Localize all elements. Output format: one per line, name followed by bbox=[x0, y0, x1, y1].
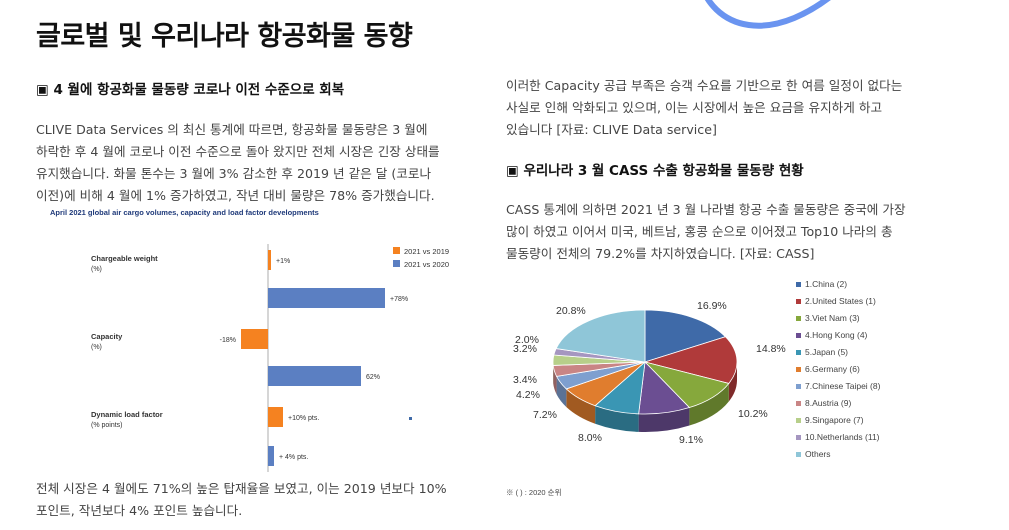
text-line: CLIVE Data Services 의 최신 통계에 따르면, 항공화물 물… bbox=[36, 122, 428, 137]
group-sublabel: (%) bbox=[91, 266, 102, 273]
pie-slice bbox=[643, 336, 738, 384]
pie-slice-side bbox=[728, 362, 737, 402]
group-sublabel: (% points) bbox=[91, 422, 123, 429]
legend-label-2019: 2021 vs 2019 bbox=[404, 247, 449, 256]
pie-legend-item: 2.United States (1) bbox=[796, 296, 876, 306]
legend-label: 8.Austria (9) bbox=[805, 398, 852, 408]
pie-note: ※ ( ) : 2020 순위 bbox=[506, 488, 562, 497]
group-sublabel: (%) bbox=[91, 344, 102, 351]
bar-chargeable-2019 bbox=[268, 250, 271, 270]
legend-swatch bbox=[796, 367, 801, 373]
text-line: 있습니다 [자료: CLIVE Data service] bbox=[506, 122, 717, 137]
pie-legend: 1.China (2) 2.United States (1) 3.Viet Nam… bbox=[796, 279, 946, 469]
legend-swatch bbox=[796, 435, 801, 441]
pie-legend-item: Others bbox=[796, 449, 831, 459]
pie-label-taipei: 4.2% bbox=[516, 389, 540, 401]
legend-swatch bbox=[796, 418, 801, 424]
group-label-load-factor: Dynamic load factor bbox=[91, 410, 163, 419]
pie-label-netherlands: 2.0% bbox=[515, 334, 539, 346]
pie-slice-side bbox=[689, 383, 729, 426]
group-label-chargeable-weight: Chargeable weight bbox=[91, 254, 158, 263]
pie-label-austria: 3.4% bbox=[513, 374, 537, 386]
legend-swatch bbox=[796, 452, 801, 458]
bar-chargeable-2020 bbox=[268, 288, 385, 308]
pie-slice bbox=[555, 309, 646, 363]
pie-slice bbox=[644, 309, 727, 363]
bar-value-label: +10% pts. bbox=[288, 415, 319, 422]
pie-legend-item: 6.Germany (6) bbox=[796, 364, 860, 374]
bar-chart: April 2021 global air cargo volumes, cap… bbox=[50, 208, 449, 472]
legend-swatch-2020 bbox=[393, 260, 400, 267]
right-paragraph-1: 이러한 Capacity 공급 부족은 승객 수요를 기반으로 한 여름 일정이… bbox=[506, 75, 902, 141]
legend-label: Others bbox=[805, 449, 831, 459]
text-line: 많이 하였고 이어서 미국, 베트남, 홍콩 순으로 이어졌고 Top10 나라… bbox=[506, 224, 893, 239]
page-title: 글로벌 및 우리나라 항공화물 동향 bbox=[36, 21, 413, 52]
legend-swatch bbox=[796, 401, 801, 407]
pie-slice-side bbox=[566, 388, 596, 424]
pie-legend-item: 8.Austria (9) bbox=[796, 398, 851, 408]
text-line: 물동량이 전체의 79.2%를 차지하였습니다. [자료: CASS] bbox=[506, 246, 815, 261]
legend-label: 2.United States (1) bbox=[805, 296, 876, 306]
group-label-capacity: Capacity bbox=[91, 332, 123, 341]
bar-capacity-2020 bbox=[268, 366, 361, 386]
legend-label: 4.Hong Kong (4) bbox=[805, 330, 868, 340]
text-line: 사실로 인해 악화되고 있으며, 이는 시장에서 높은 요금을 유지하게 하고 bbox=[506, 100, 883, 115]
pie-legend-item: 10.Netherlands (11) bbox=[796, 432, 880, 442]
legend-label: 5.Japan (5) bbox=[805, 347, 848, 357]
legend-label-2020: 2021 vs 2020 bbox=[404, 260, 449, 269]
pie-legend-item: 4.Hong Kong (4) bbox=[796, 330, 867, 340]
pie-legend-item: 7.Chinese Taipei (8) bbox=[796, 381, 880, 391]
left-paragraph-2: 전체 시장은 4 월에도 71%의 높은 탑재율을 보였고, 이는 2019 년… bbox=[36, 478, 447, 522]
pie-chart bbox=[552, 309, 738, 432]
bar-loadfactor-2019 bbox=[268, 407, 283, 427]
bar-value-label: +1% bbox=[276, 258, 290, 265]
legend-swatch bbox=[796, 333, 801, 339]
pie-slice-side bbox=[556, 376, 567, 407]
legend-swatch bbox=[796, 282, 801, 288]
left-section-heading: ▣ 4 월에 항공화물 물동량 코로나 이전 수준으로 회복 bbox=[36, 82, 345, 98]
legend-label: 1.China (2) bbox=[805, 279, 848, 289]
text-line: CASS 통계에 의하면 2021 년 3 월 나라별 항공 수출 물동량은 중… bbox=[506, 202, 906, 217]
legend-swatch bbox=[796, 384, 801, 390]
left-paragraph-1: CLIVE Data Services 의 최신 통계에 따르면, 항공화물 물… bbox=[36, 119, 440, 207]
text-line: 하락한 후 4 월에 코로나 이전 수준으로 돌아 왔지만 전체 시장은 긴장 … bbox=[36, 144, 440, 159]
text-line: 이전)에 비해 4 월에 1% 증가하였고, 작년 대비 물량은 78% 증가했… bbox=[36, 188, 435, 203]
legend-label: 6.Germany (6) bbox=[805, 364, 860, 374]
text-line: 이러한 Capacity 공급 부족은 승객 수요를 기반으로 한 여름 일정이… bbox=[506, 78, 903, 93]
pie-slice-side bbox=[595, 405, 639, 432]
bar-value-label: + 4% pts. bbox=[279, 454, 308, 461]
stray-dot bbox=[409, 417, 412, 420]
pie-slice-side bbox=[638, 407, 690, 432]
legend-label: 7.Chinese Taipei (8) bbox=[805, 381, 881, 391]
bar-value-label: 62% bbox=[366, 374, 380, 381]
bar-capacity-2019 bbox=[241, 329, 268, 349]
decorative-curve bbox=[705, 0, 831, 29]
bar-value-label: +78% bbox=[390, 296, 408, 303]
legend-label: 9.Singapore (7) bbox=[805, 415, 864, 425]
bar-value-label: -18% bbox=[220, 337, 236, 344]
legend-swatch bbox=[796, 316, 801, 322]
text-line: 유지했습니다. 화물 톤수는 3 월에 3% 감소한 후 2019 년 같은 달… bbox=[36, 166, 432, 181]
bar-loadfactor-2020 bbox=[268, 446, 274, 466]
pie-label-us: 14.8% bbox=[756, 343, 786, 355]
pie-legend-item: 5.Japan (5) bbox=[796, 347, 848, 357]
legend-swatch-2019 bbox=[393, 247, 400, 254]
bar-chart-title: April 2021 global air cargo volumes, cap… bbox=[50, 208, 319, 217]
legend-label: 3.Viet Nam (3) bbox=[805, 313, 860, 323]
legend-swatch bbox=[796, 299, 801, 305]
text-line: 전체 시장은 4 월에도 71%의 높은 탑재율을 보였고, 이는 2019 년… bbox=[36, 481, 447, 496]
pie-label-singapore: 3.2% bbox=[513, 343, 537, 355]
pie-legend-item: 9.Singapore (7) bbox=[796, 415, 864, 425]
legend-swatch bbox=[796, 350, 801, 356]
pie-legend-item: 1.China (2) bbox=[796, 279, 847, 289]
pie-slice-side bbox=[553, 365, 557, 395]
text-line: 포인트, 작년보다 4% 포인트 높습니다. bbox=[36, 503, 243, 518]
right-section-heading: ▣ 우리나라 3 월 CASS 수출 항공화물 물동량 현황 bbox=[506, 163, 804, 179]
legend-label: 10.Netherlands (11) bbox=[805, 432, 880, 442]
right-paragraph-2: CASS 통계에 의하면 2021 년 3 월 나라별 항공 수출 물동량은 중… bbox=[506, 199, 906, 265]
pie-legend-item: 3.Viet Nam (3) bbox=[796, 313, 860, 323]
